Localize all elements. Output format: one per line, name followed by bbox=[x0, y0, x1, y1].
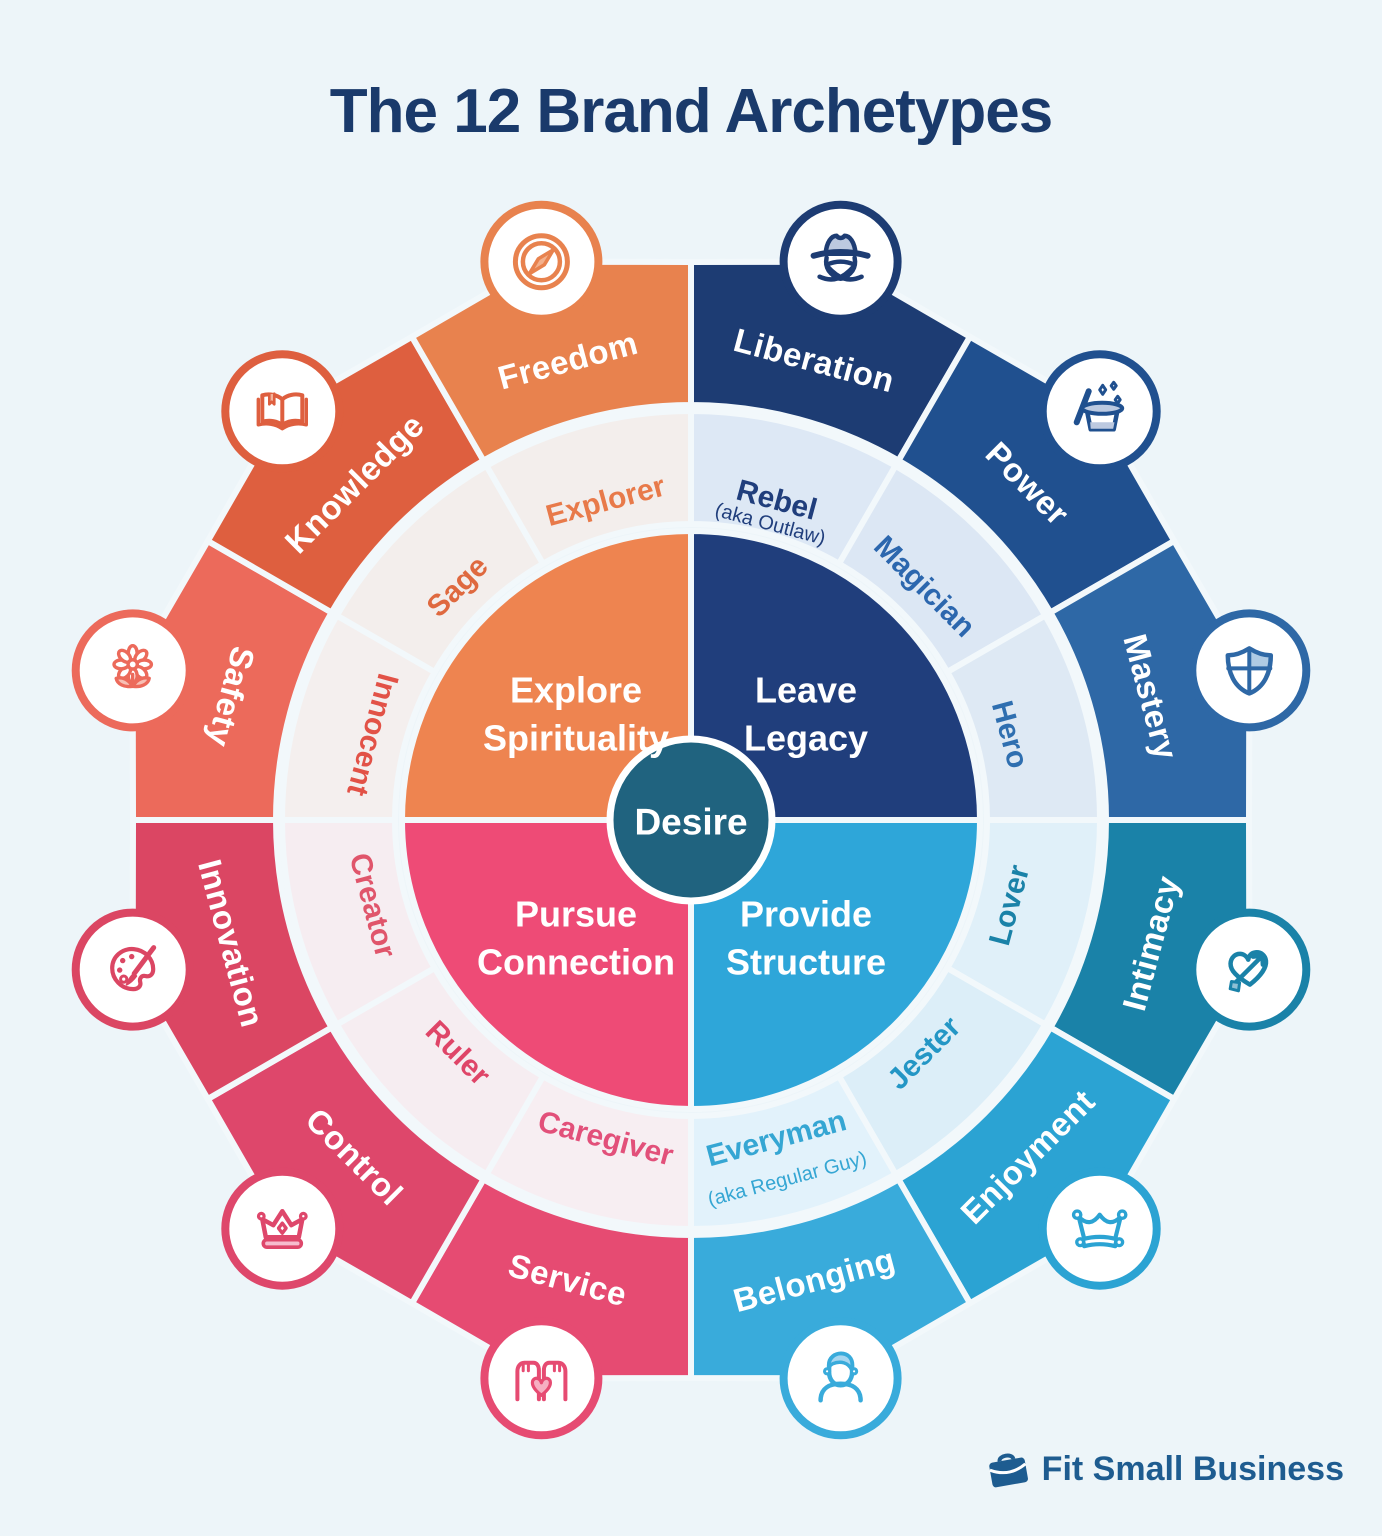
brand-logo-text: Fit Small Business bbox=[1041, 1449, 1344, 1488]
magic-wand-hat-icon bbox=[1038, 350, 1161, 473]
quadrant-label-explore: Explore bbox=[510, 670, 642, 711]
quadrant-label-connection: Connection bbox=[477, 942, 675, 983]
palette-icon bbox=[71, 908, 194, 1031]
quadrant-label-provide: Provide bbox=[740, 894, 872, 935]
briefcase-icon bbox=[988, 1453, 1028, 1488]
quadrant-leave-legacy bbox=[688, 528, 983, 823]
compass-icon bbox=[480, 200, 603, 323]
quadrant-label-leave: Leave bbox=[755, 670, 857, 711]
flower-icon bbox=[71, 609, 194, 732]
outer-ring bbox=[129, 258, 1253, 1382]
hands-heart-icon bbox=[480, 1317, 603, 1440]
outlaw-icon bbox=[779, 200, 902, 323]
quadrant-label-pursue: Pursue bbox=[515, 894, 637, 935]
heart-arrow-icon bbox=[1188, 908, 1311, 1031]
page-title: The 12 Brand Archetypes bbox=[329, 77, 1053, 146]
quadrant-label-spirituality: Spirituality bbox=[483, 718, 669, 759]
book-icon bbox=[221, 350, 344, 473]
brand-logo: Fit Small Business bbox=[984, 1448, 1344, 1490]
center-label: Desire bbox=[634, 802, 747, 843]
archetype-ring bbox=[279, 408, 1103, 1232]
quadrant-explore-spirituality bbox=[399, 528, 694, 823]
shield-icon bbox=[1188, 609, 1311, 732]
jester-hat-icon bbox=[1038, 1167, 1161, 1290]
person-icon bbox=[779, 1317, 902, 1440]
outer-segment-freedom bbox=[409, 258, 694, 464]
mid-segment-explorer bbox=[483, 408, 694, 567]
crown-icon bbox=[221, 1167, 344, 1290]
inner-quadrants bbox=[399, 528, 983, 1112]
quadrant-label-structure: Structure bbox=[726, 942, 886, 983]
quadrant-label-legacy: Legacy bbox=[744, 718, 868, 759]
quadrant-labels: Explore Spirituality Leave Legacy Provid… bbox=[477, 670, 886, 983]
quadrant-provide-structure bbox=[688, 817, 983, 1112]
quadrant-pursue-connection bbox=[399, 817, 694, 1112]
center-circle bbox=[606, 735, 776, 905]
